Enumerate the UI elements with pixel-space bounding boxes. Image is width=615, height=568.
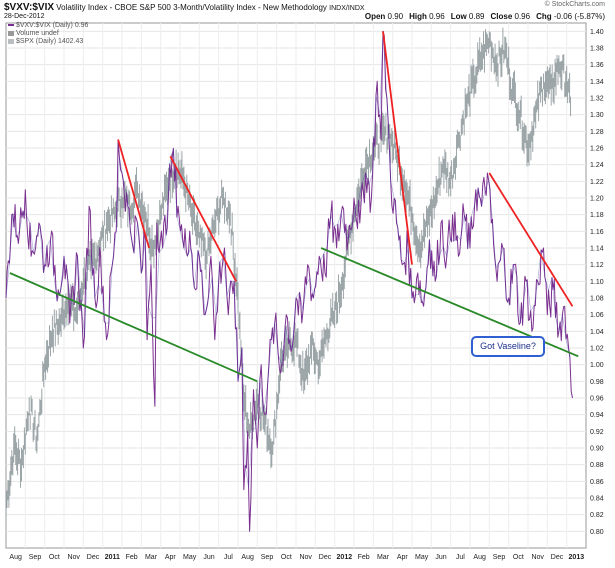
ohlc-close: Close 0.96 [490, 12, 531, 21]
y-tick-label: 1.32 [590, 96, 604, 103]
x-tick-label: Feb [126, 554, 138, 561]
x-tick-label: May [183, 554, 197, 561]
x-tick-label: Sep [261, 554, 274, 561]
ohlc-high: High 0.96 [409, 12, 445, 21]
red-downtrend-line [117, 139, 150, 249]
watermark: © StockCharts.com [544, 1, 605, 8]
x-tick-label: 2013 [569, 554, 585, 561]
y-tick-label: 0.82 [590, 512, 604, 519]
x-tick-label: Jun [435, 554, 446, 561]
got-vaseline-callout: Got Vaseline? [471, 336, 545, 357]
x-tick-label: Jul [456, 554, 465, 561]
ohlc-open: Open 0.90 [364, 12, 404, 21]
trend-layer [9, 31, 579, 383]
y-tick-label: 1.28 [590, 129, 604, 136]
legend-volume-label: Volume undef [15, 30, 59, 37]
spx-layer [5, 27, 571, 521]
x-tick-label: Apr [165, 554, 177, 561]
y-tick-label: 0.90 [590, 446, 604, 453]
x-tick-label: Feb [358, 554, 370, 561]
ohlc-chg: Chg -0.06 (-5.87%) [536, 12, 605, 21]
x-tick-label: Oct [513, 554, 524, 561]
chart-header-title: $VXV:$VIX Volatility Index - CBOE S&P 50… [4, 2, 365, 13]
x-tick-label: Jul [224, 554, 233, 561]
x-tick-label: Aug [9, 554, 22, 561]
x-tick-label: Dec [87, 554, 100, 561]
x-tick-label: Dec [319, 554, 332, 561]
x-tick-label: Jun [203, 554, 214, 561]
y-tick-label: 0.84 [590, 496, 604, 503]
y-tick-label: 1.34 [590, 79, 604, 86]
spx-overlay-bars [5, 27, 571, 521]
green-support-line [9, 272, 258, 383]
legend-primary-label: $VXV:$VIX (Daily) 0.96 [15, 22, 89, 29]
x-tick-label: Aug [241, 554, 254, 561]
y-tick-label: 0.88 [590, 462, 604, 469]
x-tick-label: Sep [493, 554, 506, 561]
y-tick-label: 1.36 [590, 62, 604, 69]
x-tick-label: Aug [473, 554, 486, 561]
x-tick-label: Dec [551, 554, 564, 561]
ratio-layer [5, 30, 573, 532]
y-tick-label: 0.98 [590, 379, 604, 386]
ratio-series-shade [5, 31, 571, 488]
x-axis: Aug Sep Oct Nov Dec 2011 Feb Mar Apr May Jun Jul Aug… [9, 554, 584, 561]
y-tick-label: 1.16 [590, 229, 604, 236]
description-label: Volatility Index - CBOE S&P 500 3-Month/… [56, 3, 327, 12]
x-tick-label: Oct [281, 554, 292, 561]
y-tick-label: 0.86 [590, 479, 604, 486]
x-tick-label: Sep [29, 554, 42, 561]
ohlc-readout: Open 0.90 High 0.96 Low 0.89 Close 0.96 Chg … [359, 12, 605, 21]
y-tick-label: 0.92 [590, 429, 604, 436]
y-tick-label: 1.26 [590, 146, 604, 153]
legend-primary: $VXV:$VIX (Daily) 0.96 [8, 22, 88, 29]
y-tick-label: 1.14 [590, 246, 604, 253]
y-tick-label: 1.08 [590, 296, 604, 303]
x-tick-label: Mar [377, 554, 390, 561]
y-tick-label: 1.02 [590, 346, 604, 353]
x-tick-label: 2011 [105, 554, 120, 561]
x-tick-label: Apr [397, 554, 409, 561]
y-tick-label: 1.10 [590, 279, 604, 286]
y-tick-label: 1.18 [590, 212, 604, 219]
x-tick-label: Mar [145, 554, 158, 561]
y-tick-label: 1.12 [590, 262, 604, 269]
y-tick-label: 1.40 [590, 29, 604, 36]
y-tick-label: 0.94 [590, 412, 604, 419]
y-tick-label: 1.00 [590, 362, 604, 369]
y-tick-label: 1.24 [590, 162, 604, 169]
x-tick-label: Nov [299, 554, 312, 561]
legend-volume: Volume undef [8, 30, 59, 37]
legend-overlay-label: $SPX (Daily) 1402.43 [15, 38, 84, 45]
y-tick-label: 1.30 [590, 112, 604, 119]
chart-date: 28-Dec-2012 [4, 13, 45, 20]
y-tick-label: 1.38 [590, 46, 604, 53]
y-tick-label: 1.22 [590, 179, 604, 186]
x-tick-label: May [415, 554, 429, 561]
ohlc-low: Low 0.89 [450, 12, 485, 21]
y-tick-label: 1.04 [590, 329, 604, 336]
x-tick-label: Nov [531, 554, 544, 561]
exchange-label: INDX/INDX [329, 5, 365, 12]
legend-overlay: $SPX (Daily) 1402.43 [8, 38, 83, 45]
red-downtrend-line [382, 31, 413, 265]
red-downtrend-line [169, 155, 237, 282]
legend-swatch-ratio [8, 24, 14, 27]
y-tick-label: 0.96 [590, 396, 604, 403]
y-tick-label: 0.80 [590, 529, 604, 536]
y-tick-label: 1.20 [590, 196, 604, 203]
legend-swatch-volume [8, 30, 14, 36]
symbol-label: $VXV:$VIX [4, 2, 55, 13]
ratio-series-line [5, 30, 573, 532]
x-tick-label: Nov [67, 554, 80, 561]
red-downtrend-line [488, 172, 574, 307]
y-axis: 0.80 0.82 0.84 0.86 0.88 0.90 0.92 0.94 0.96 0.98… [590, 29, 604, 536]
x-tick-label: Oct [49, 554, 60, 561]
x-tick-label: 2012 [337, 554, 353, 561]
y-tick-label: 1.06 [590, 312, 604, 319]
legend-swatch-spx [8, 38, 14, 44]
